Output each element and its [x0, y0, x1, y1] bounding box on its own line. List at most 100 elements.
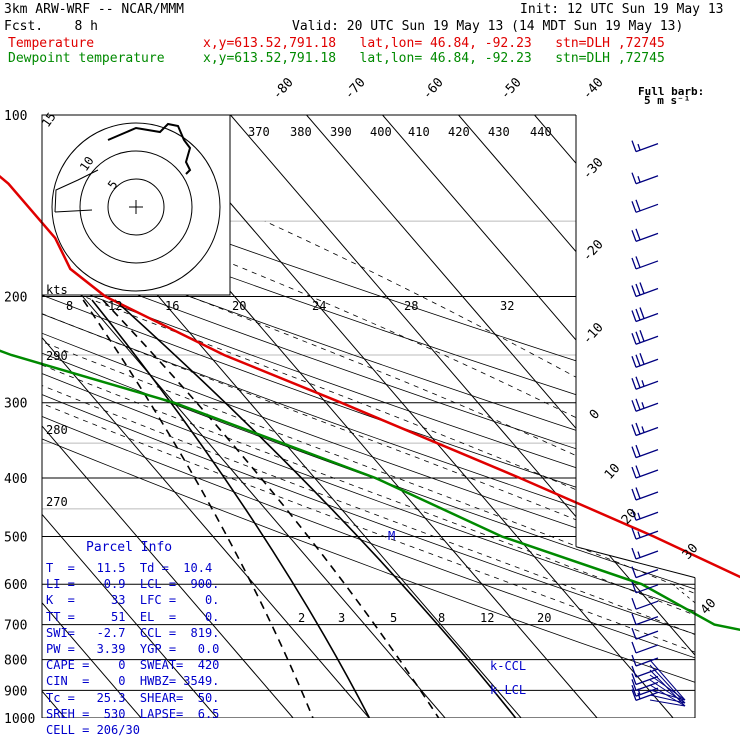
wind-barb: [631, 398, 659, 412]
wind-barb-staff: [635, 260, 659, 270]
hodograph-trace: [107, 122, 192, 175]
wind-barb: [631, 199, 659, 213]
wind-scale-label: 16: [165, 299, 179, 313]
isotherm-label: 20: [619, 506, 641, 528]
wind-speed-isopleth: [102, 299, 444, 718]
pressure-label: 300: [4, 397, 27, 412]
parcel-info-row: T = 11.5 Td = 10.4: [46, 561, 213, 575]
wind-barb-flag: [635, 331, 641, 343]
wind-barb: [631, 282, 659, 298]
model-title: 3km ARW-WRF -- NCAR/MMM: [4, 2, 185, 17]
wind-barb-flag: [631, 566, 637, 578]
wind-barb-flag: [635, 422, 641, 435]
theta-label: 420: [448, 125, 470, 139]
wind-barb-flag: [631, 333, 637, 345]
wind-barb-staff: [635, 287, 659, 298]
barb-legend-value: 5 m s⁻¹: [644, 94, 690, 107]
wind-barb: [631, 353, 659, 368]
temperature-profile: [0, 175, 740, 579]
wind-barb-flag: [631, 613, 637, 625]
wind-barb-fan: [649, 674, 686, 701]
wind-barb: [631, 689, 659, 702]
dry-adiabat-line: [42, 115, 695, 718]
wind-barb-staff: [635, 511, 659, 521]
wind-barb-fan: [649, 699, 686, 707]
parcel-info-row: K = 33 LFC = 0.: [46, 593, 220, 608]
dry-adiabat-label: 270: [46, 495, 68, 509]
wind-barb: [631, 422, 659, 437]
isotherm-line: [458, 115, 695, 718]
wind-barb-staff: [635, 530, 659, 540]
wind-barb: [631, 581, 659, 594]
wind-barb-flag: [631, 627, 637, 640]
mixing-ratio-label: 8: [438, 611, 445, 625]
wind-barb: [631, 307, 659, 323]
wind-barb-flag: [631, 597, 637, 610]
wind-barb-flag: [639, 282, 645, 294]
wind-barb: [631, 547, 659, 560]
wind-barb: [631, 509, 659, 521]
wind-barb-flag: [631, 424, 637, 436]
hodograph-ring: [107, 178, 165, 236]
wind-barb: [631, 487, 659, 501]
parcel-info-row: Tc = 25.3 SHEAR= 50.: [46, 690, 220, 705]
wind-barb-flag: [631, 230, 637, 242]
wind-barb-staff: [635, 232, 659, 242]
wind-barb: [631, 172, 659, 185]
init-time: Init: 12 UTC Sun 19 May 13: [520, 2, 724, 17]
wind-barb-staff: [635, 681, 659, 692]
dry-adiabat-line: [42, 115, 695, 718]
wind-barb-staff: [635, 380, 659, 390]
moist-adiabat-line: [42, 220, 695, 718]
wind-barb: [631, 465, 659, 479]
dewpoint-profile: [0, 349, 740, 632]
isotherm-line: [42, 115, 218, 718]
wind-barb-staff: [635, 142, 659, 153]
moist-adiabat-line: [42, 220, 695, 718]
wind-barb-fan: [649, 694, 686, 704]
wind-speed-isopleth: [82, 299, 317, 718]
wind-barb-flag: [631, 285, 637, 297]
wind-barb-staff: [635, 630, 659, 640]
wind-barb-flag: [631, 689, 637, 701]
moist-adiabat-line: [42, 220, 695, 718]
isotherm-label: -10: [580, 320, 607, 347]
wind-barb-half: [637, 512, 641, 519]
mixing-ratio-label: 5: [390, 611, 397, 625]
wind-barb-flag: [631, 665, 637, 678]
mixing-ratio-label: 20: [537, 611, 551, 625]
wind-barb-staff: [635, 449, 659, 459]
wind-barb-half: [637, 176, 641, 183]
wind-barb-flag: [631, 356, 637, 368]
wind-barb-flag: [635, 487, 641, 499]
isotherm-label: 10: [602, 461, 624, 483]
isotherm-label: -80: [270, 75, 297, 102]
wind-barb-staff: [635, 469, 659, 479]
isotherm-label: -20: [580, 237, 607, 264]
wind-scale-label: 24: [312, 299, 326, 313]
isotherm-label: -30: [580, 155, 607, 182]
dry-adiabat-line: [42, 115, 695, 718]
parcel-info-row: CAPE = 0 SWEAT= 420: [46, 658, 220, 673]
wind-barb-half: [641, 380, 645, 387]
theta-label: 400: [370, 125, 392, 139]
wind-barb-flag: [631, 679, 637, 691]
pressure-label: 400: [4, 472, 27, 487]
wind-barb-fan: [649, 689, 686, 701]
wind-barb-flag: [631, 547, 637, 560]
wind-barb-fan: [649, 679, 686, 704]
parcel-info-row: SREH = 530 LAPSE= 6.5: [46, 706, 220, 721]
wind-barb-flag: [635, 256, 641, 268]
barb-legend-title: Full barb:: [638, 85, 704, 98]
wind-barb-flag: [631, 654, 637, 667]
wind-barb-flag: [631, 581, 637, 594]
wind-barb-staff: [635, 568, 659, 579]
pressure-label: 1000: [4, 712, 35, 727]
mixing-ratio-label: 12: [480, 611, 494, 625]
wind-barb-half: [637, 143, 641, 151]
wind-barb-flag: [631, 378, 637, 390]
isotherm-label: 40: [698, 596, 720, 618]
parcel-info-row: PW = 3.39 YGP = 0.0: [46, 642, 220, 656]
isotherm-label: -50: [498, 75, 525, 102]
